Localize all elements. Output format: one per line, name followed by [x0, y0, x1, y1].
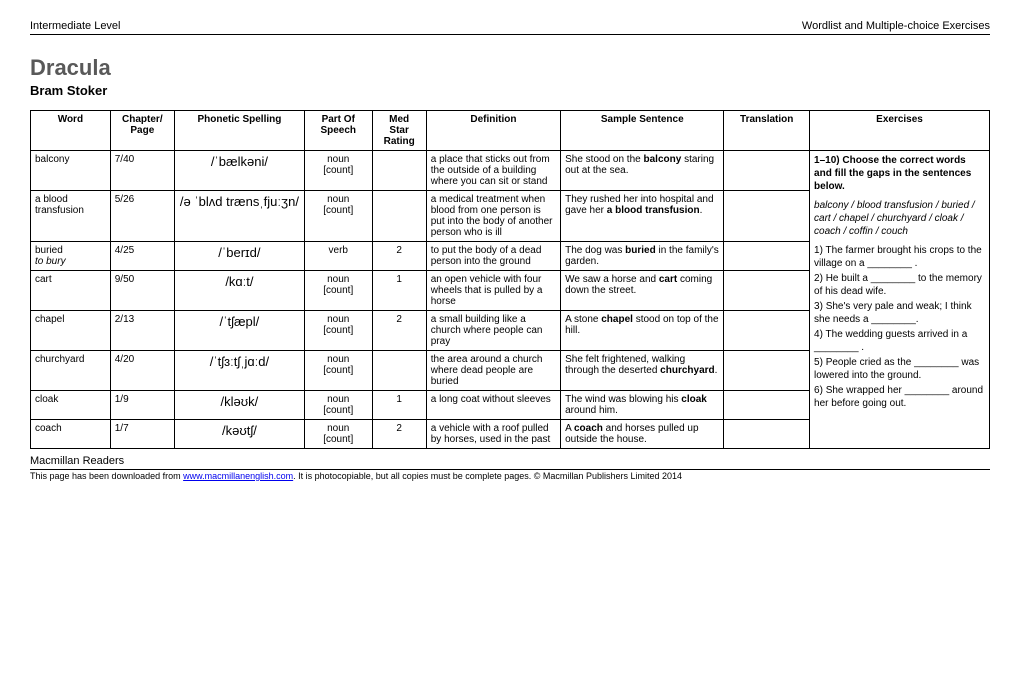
author: Bram Stoker [30, 83, 990, 98]
cell-sample: A coach and horses pulled up outside the… [561, 420, 724, 449]
cell-definition: the area around a church where dead peop… [426, 351, 560, 391]
cell-exercises: 1–10) Choose the correct words and fill … [810, 151, 990, 449]
col-definition: Definition [426, 111, 560, 151]
cell-pos: noun[count] [304, 191, 372, 242]
cell-chapter: 4/20 [110, 351, 174, 391]
cell-chapter: 4/25 [110, 242, 174, 271]
cell-star: 2 [372, 242, 426, 271]
col-exercises: Exercises [810, 111, 990, 151]
table-header-row: Word Chapter/Page Phonetic Spelling Part… [31, 111, 990, 151]
cell-pos: noun[count] [304, 271, 372, 311]
cell-chapter: 2/13 [110, 311, 174, 351]
cell-pos: noun[count] [304, 151, 372, 191]
cell-star: 1 [372, 391, 426, 420]
page-title: Dracula [30, 55, 990, 81]
cell-phonetic: /ˈtʃæpl/ [174, 311, 304, 351]
header-left: Intermediate Level [30, 20, 121, 32]
cell-sample: We saw a horse and cart coming down the … [561, 271, 724, 311]
cell-word: balcony [31, 151, 111, 191]
cell-word: coach [31, 420, 111, 449]
cell-star: 1 [372, 271, 426, 311]
table-row: balcony7/40/ˈbælkəni/noun[count] a place … [31, 151, 990, 191]
cell-phonetic: /ˈbælkəni/ [174, 151, 304, 191]
cell-sample: The dog was buried in the family's garde… [561, 242, 724, 271]
cell-translation [724, 191, 810, 242]
footer-text: This page has been downloaded from www.m… [30, 470, 990, 481]
cell-pos: noun[count] [304, 311, 372, 351]
cell-sample: She stood on the balcony staring out at … [561, 151, 724, 191]
cell-word: cloak [31, 391, 111, 420]
footer: Macmillan Readers This page has been dow… [30, 455, 990, 481]
cell-phonetic: /kɑːt/ [174, 271, 304, 311]
footer-link[interactable]: www.macmillanenglish.com [183, 471, 293, 481]
cell-chapter: 1/9 [110, 391, 174, 420]
cell-definition: to put the body of a dead person into th… [426, 242, 560, 271]
cell-star [372, 151, 426, 191]
col-phonetic: Phonetic Spelling [174, 111, 304, 151]
col-pos: Part OfSpeech [304, 111, 372, 151]
cell-definition: a small building like a church where peo… [426, 311, 560, 351]
cell-sample: A stone chapel stood on top of the hill. [561, 311, 724, 351]
cell-sample: She felt frightened, walking through the… [561, 351, 724, 391]
cell-pos: noun[count] [304, 351, 372, 391]
col-word: Word [31, 111, 111, 151]
cell-sample: They rushed her into hospital and gave h… [561, 191, 724, 242]
cell-definition: a medical treatment when blood from one … [426, 191, 560, 242]
cell-translation [724, 311, 810, 351]
cell-chapter: 5/26 [110, 191, 174, 242]
page-header: Intermediate Level Wordlist and Multiple… [30, 20, 990, 35]
cell-definition: a vehicle with a roof pulled by horses, … [426, 420, 560, 449]
cell-star: 2 [372, 311, 426, 351]
cell-phonetic: /ˈtʃɜːtʃˌjɑːd/ [174, 351, 304, 391]
cell-chapter: 9/50 [110, 271, 174, 311]
cell-pos: verb [304, 242, 372, 271]
cell-definition: a long coat without sleeves [426, 391, 560, 420]
cell-chapter: 1/7 [110, 420, 174, 449]
cell-word: cart [31, 271, 111, 311]
cell-phonetic: /ə ˈblʌd trænsˌfjuːʒn/ [174, 191, 304, 242]
cell-phonetic: /kəʊtʃ/ [174, 420, 304, 449]
header-right: Wordlist and Multiple-choice Exercises [802, 20, 990, 32]
col-translation: Translation [724, 111, 810, 151]
cell-pos: noun[count] [304, 391, 372, 420]
cell-translation [724, 151, 810, 191]
cell-phonetic: /ˈberɪd/ [174, 242, 304, 271]
cell-word: buriedto bury [31, 242, 111, 271]
cell-translation [724, 271, 810, 311]
cell-phonetic: /kləʊk/ [174, 391, 304, 420]
cell-translation [724, 391, 810, 420]
cell-sample: The wind was blowing his cloak around hi… [561, 391, 724, 420]
cell-word: churchyard [31, 351, 111, 391]
footer-brand: Macmillan Readers [30, 455, 124, 467]
cell-word: chapel [31, 311, 111, 351]
wordlist-table: Word Chapter/Page Phonetic Spelling Part… [30, 110, 990, 449]
col-star: MedStarRating [372, 111, 426, 151]
cell-star [372, 191, 426, 242]
cell-definition: a place that sticks out from the outside… [426, 151, 560, 191]
cell-translation [724, 420, 810, 449]
col-sample: Sample Sentence [561, 111, 724, 151]
cell-chapter: 7/40 [110, 151, 174, 191]
cell-star: 2 [372, 420, 426, 449]
cell-definition: an open vehicle with four wheels that is… [426, 271, 560, 311]
cell-pos: noun[count] [304, 420, 372, 449]
cell-word: a blood transfusion [31, 191, 111, 242]
cell-star [372, 351, 426, 391]
cell-translation [724, 351, 810, 391]
cell-translation [724, 242, 810, 271]
col-chapter: Chapter/Page [110, 111, 174, 151]
